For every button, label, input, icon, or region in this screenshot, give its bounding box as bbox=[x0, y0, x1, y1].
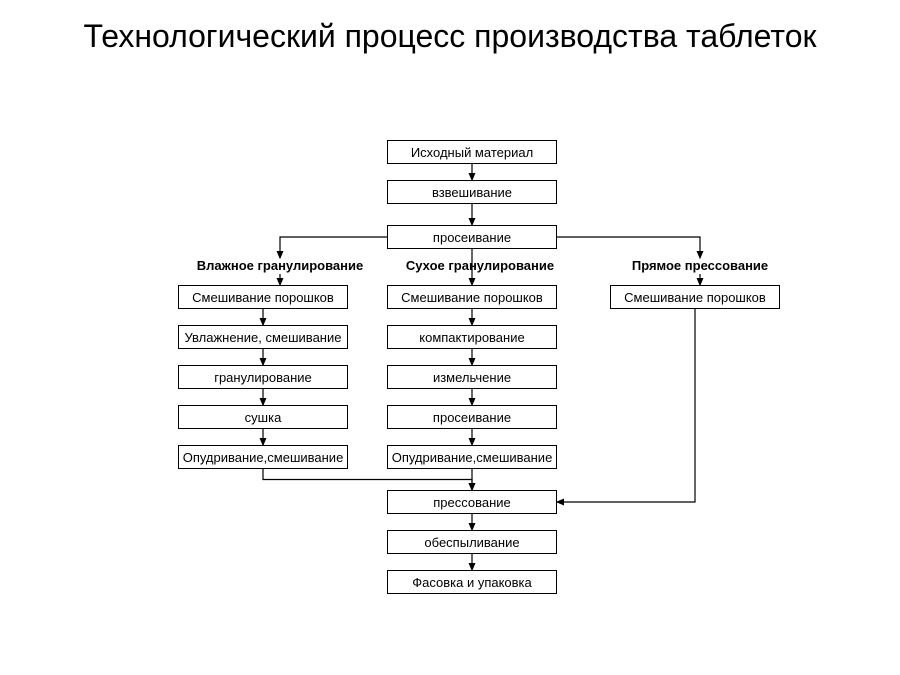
flow-node-c1: Смешивание порошков bbox=[610, 285, 780, 309]
branch-label-lb: Сухое гранулирование bbox=[390, 258, 570, 273]
branch-label-la: Влажное гранулирование bbox=[180, 258, 380, 273]
branch-label-lc: Прямое прессование bbox=[610, 258, 790, 273]
flow-node-a5: Опудривание,смешивание bbox=[178, 445, 348, 469]
flow-node-n3: просеивание bbox=[387, 225, 557, 249]
flow-node-a1: Смешивание порошков bbox=[178, 285, 348, 309]
flow-node-n1: Исходный материал bbox=[387, 140, 557, 164]
flow-node-b5: Опудривание,смешивание bbox=[387, 445, 557, 469]
flow-node-b3: измельчение bbox=[387, 365, 557, 389]
flow-node-b1: Смешивание порошков bbox=[387, 285, 557, 309]
flow-node-n2: взвешивание bbox=[387, 180, 557, 204]
flow-node-b2: компактирование bbox=[387, 325, 557, 349]
flow-node-m1: прессование bbox=[387, 490, 557, 514]
flowchart-canvas: Исходный материал взвешивание просеивание В… bbox=[0, 0, 900, 675]
flow-node-b4: просеивание bbox=[387, 405, 557, 429]
flow-node-m3: Фасовка и упаковка bbox=[387, 570, 557, 594]
flow-node-a4: сушка bbox=[178, 405, 348, 429]
flow-node-m2: обеспыливание bbox=[387, 530, 557, 554]
flow-node-a3: гранулирование bbox=[178, 365, 348, 389]
flow-node-a2: Увлажнение, смешивание bbox=[178, 325, 348, 349]
